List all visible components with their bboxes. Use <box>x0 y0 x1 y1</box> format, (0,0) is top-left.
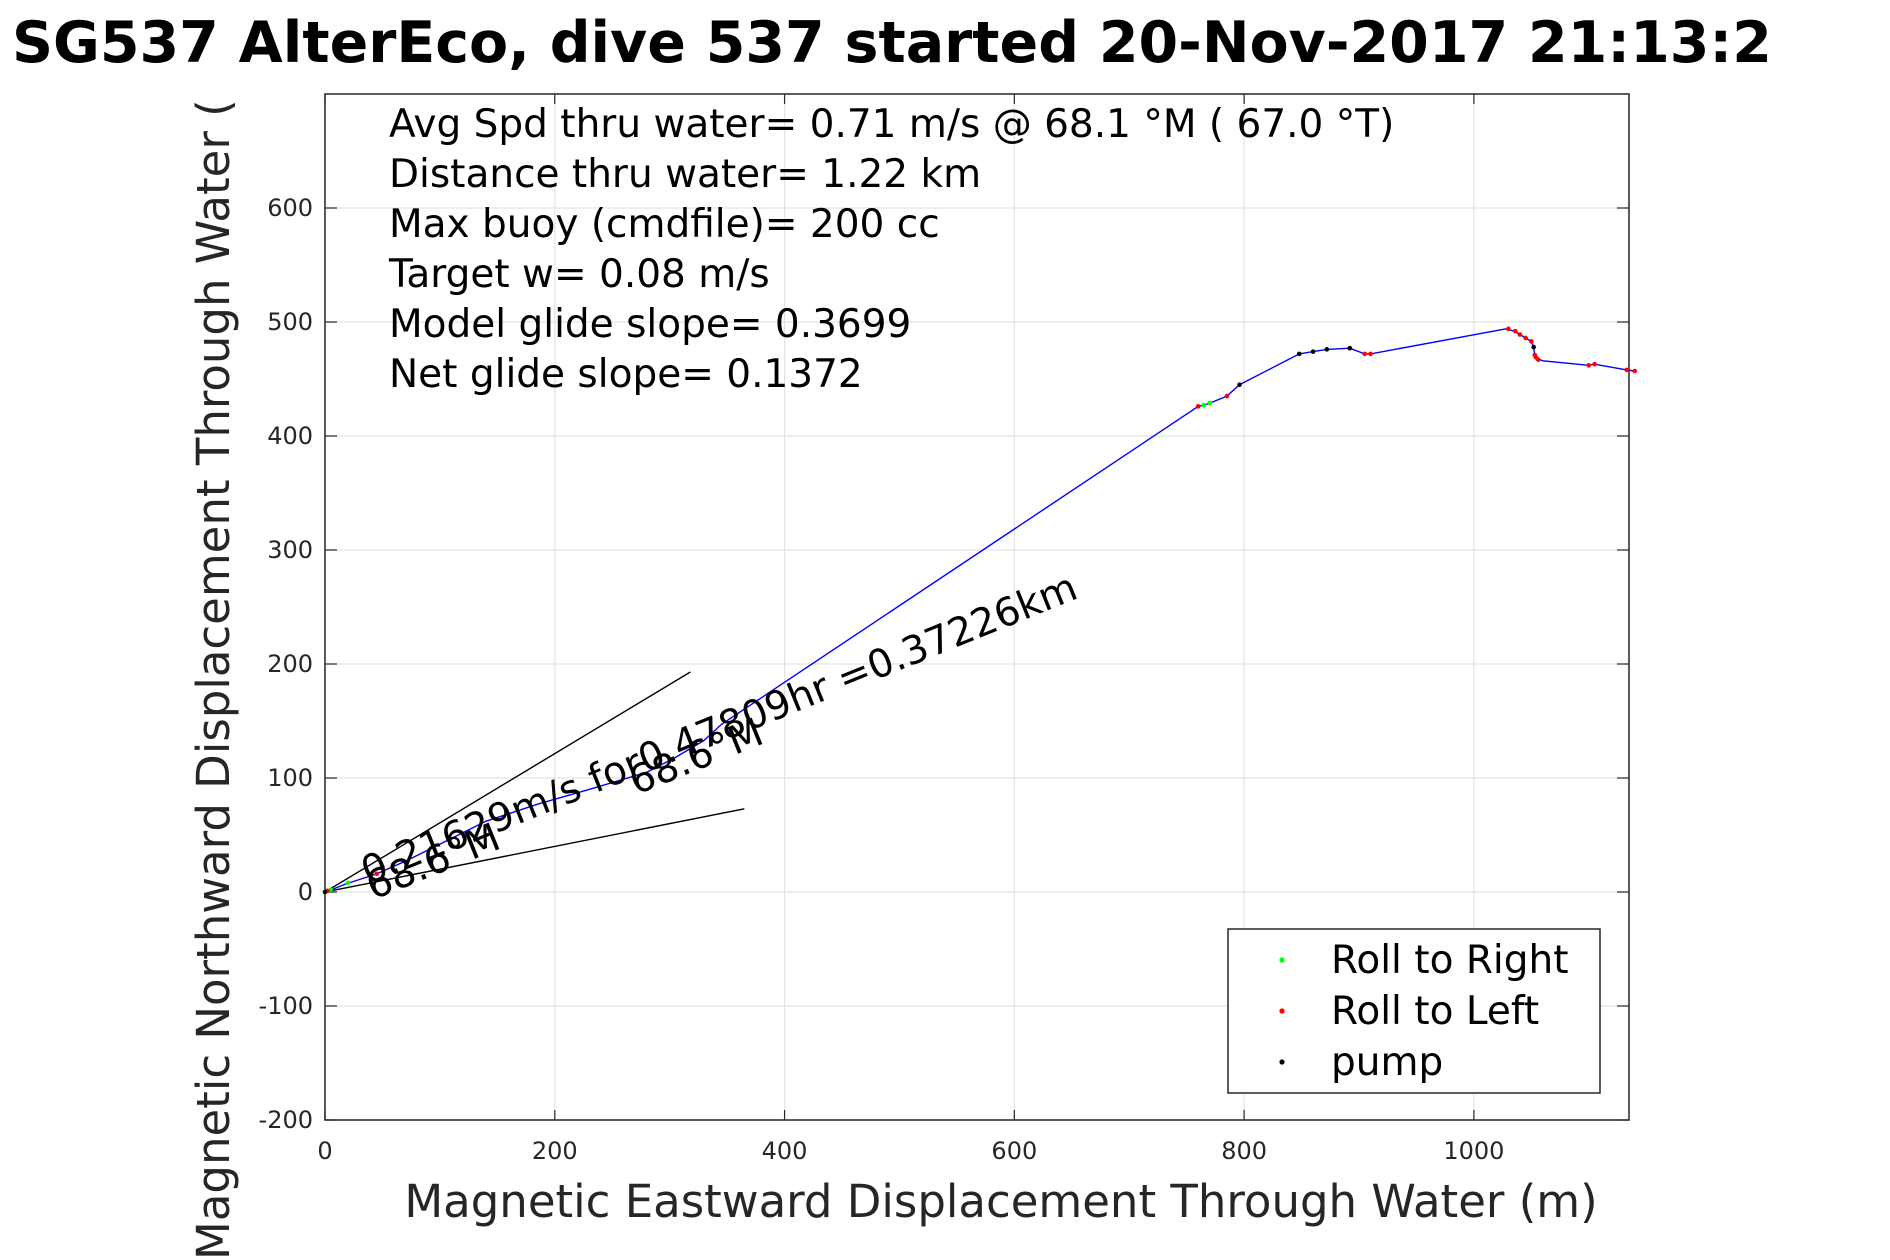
y-tick-label: 100 <box>267 764 313 792</box>
point-pump <box>1296 351 1302 357</box>
legend-label-roll-right: Roll to Right <box>1331 938 1569 983</box>
point-roll-to-left <box>1586 363 1592 368</box>
x-tick-label: 600 <box>991 1137 1037 1165</box>
point-roll-to-right <box>1207 400 1212 406</box>
point-pump <box>322 889 328 895</box>
point-pump <box>1347 345 1353 351</box>
grid-lines <box>324 94 1629 1121</box>
annotation-model-glide-slope: Model glide slope= 0.3699 <box>389 302 911 347</box>
point-pump <box>1324 347 1330 352</box>
point-roll-to-left <box>1632 368 1638 374</box>
y-tick-label: 400 <box>267 422 313 450</box>
x-axis-label: Magnetic Eastward Displacement Through W… <box>404 1175 1597 1228</box>
y-axis-label: Magnetic Northward Displacement Through … <box>187 99 240 1260</box>
point-roll-to-left <box>1592 361 1597 367</box>
data-points <box>322 326 1638 895</box>
y-tick-label: -200 <box>259 1106 313 1134</box>
y-tick-label: 500 <box>267 308 313 336</box>
legend-marker-roll-right <box>1279 957 1285 963</box>
annotation-avg-speed: Avg Spd thru water= 0.71 m/s @ 68.1 °M (… <box>389 102 1394 147</box>
annotation-block: Avg Spd thru water= 0.71 m/s @ 68.1 °M (… <box>388 102 1394 397</box>
x-tick-label: 200 <box>532 1137 578 1165</box>
annotation-max-buoy: Max buoy (cmdfile)= 200 cc <box>389 202 940 247</box>
point-roll-to-left <box>1368 351 1373 357</box>
y-tick-label: 600 <box>267 194 313 222</box>
point-roll-to-right <box>1201 402 1207 408</box>
legend-marker-pump <box>1279 1059 1285 1065</box>
point-roll-to-left <box>1506 326 1511 332</box>
x-tick-label: 0 <box>317 1137 332 1165</box>
point-roll-to-left <box>1195 404 1201 409</box>
legend-label-pump: pump <box>1331 1040 1443 1085</box>
legend-label-roll-left: Roll to Left <box>1331 989 1539 1034</box>
point-roll-to-left <box>374 871 380 877</box>
point-roll-to-left <box>380 864 385 870</box>
point-pump <box>1237 382 1242 388</box>
point-roll-to-left <box>1517 332 1523 337</box>
axes-frame <box>324 93 1630 1121</box>
point-roll-to-left <box>1624 367 1630 373</box>
point-roll-to-left <box>1362 351 1368 357</box>
point-roll-to-left <box>1224 393 1230 399</box>
annotation-distance: Distance thru water= 1.22 km <box>389 152 981 197</box>
x-tick-label: 400 <box>762 1137 808 1165</box>
point-roll-to-left <box>1529 339 1534 344</box>
legend-box <box>1227 928 1601 1094</box>
chart-title: SG537 AlterEco, dive 537 started 20-Nov-… <box>12 10 1772 76</box>
point-pump <box>1531 344 1536 350</box>
legend: Roll to Right Roll to Left pump <box>1227 928 1601 1094</box>
heading-line <box>324 808 745 893</box>
point-roll-to-right <box>345 880 351 886</box>
x-tick-label: 1000 <box>1443 1137 1504 1165</box>
heading-lines <box>324 671 745 893</box>
y-tick-label: 300 <box>267 536 313 564</box>
point-roll-to-left <box>1535 357 1541 362</box>
y-tick-label: 200 <box>267 650 313 678</box>
point-roll-to-left <box>1523 335 1528 341</box>
point-pump <box>1310 349 1316 354</box>
annotation-target-w: Target w= 0.08 m/s <box>388 252 770 297</box>
annotation-net-glide-slope: Net glide slope= 0.1372 <box>389 352 863 397</box>
point-roll-to-left <box>1512 328 1518 334</box>
axis-ticks: 0 200 400 600 800 1000 -200 -100 0 100 200 300 400 50… <box>259 94 1629 1165</box>
heading-line <box>324 671 691 893</box>
legend-marker-roll-left <box>1279 1008 1285 1014</box>
x-tick-label: 800 <box>1221 1137 1267 1165</box>
y-tick-label: 0 <box>298 878 313 906</box>
y-tick-label: -100 <box>259 992 313 1020</box>
